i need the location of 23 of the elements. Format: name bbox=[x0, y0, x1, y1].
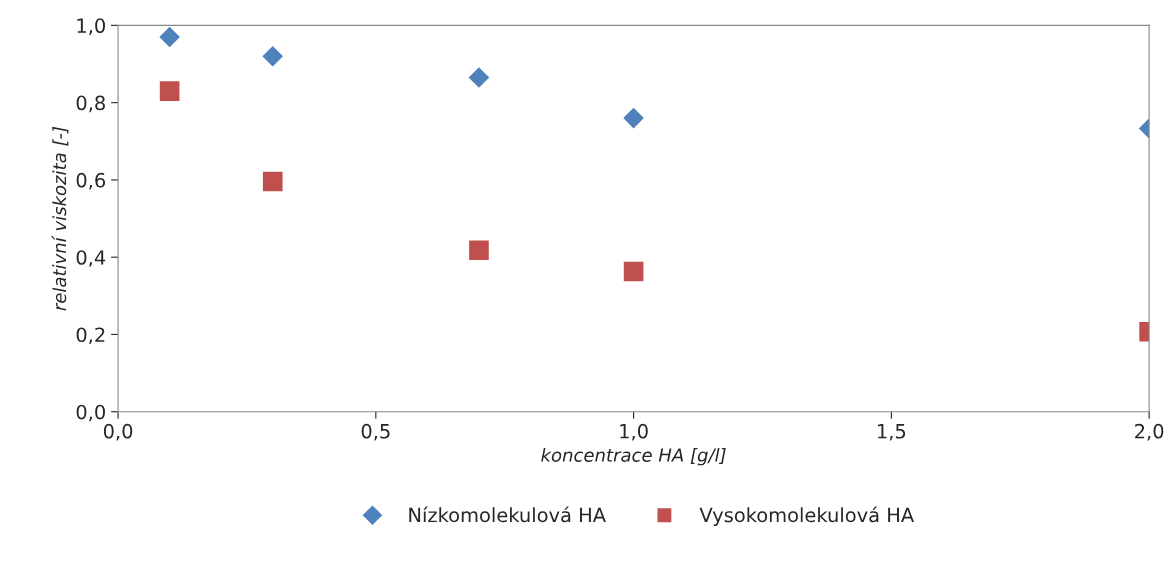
y-tick-label: 0,4 bbox=[76, 250, 106, 267]
point bbox=[262, 171, 283, 192]
point bbox=[159, 26, 180, 48]
y-tick-label: 0,6 bbox=[76, 172, 106, 190]
point bbox=[623, 107, 644, 129]
legend-label: Nízkomolekulová HA bbox=[409, 506, 606, 523]
y-tick-label: 1,0 bbox=[77, 18, 105, 36]
y-tick-label: 0,8 bbox=[76, 95, 105, 113]
point bbox=[469, 240, 489, 261]
x-tick-label: 1,0 bbox=[620, 423, 648, 441]
x-axis-title: koncentrace HA [g/l] bbox=[541, 447, 726, 466]
legend-label: Vysokomolekulová HA bbox=[699, 506, 915, 527]
y-tick-label: 0,2 bbox=[76, 327, 105, 345]
x-tick-label: 0,0 bbox=[103, 423, 133, 441]
point bbox=[159, 81, 180, 101]
y-tick-label: 0,0 bbox=[76, 404, 105, 422]
y-axis-title: relativní viskozita [-] bbox=[51, 126, 69, 311]
x-tick-label: 1,5 bbox=[878, 424, 906, 441]
x-tick-label: 0,5 bbox=[361, 423, 390, 441]
point bbox=[623, 261, 644, 282]
x-tick-label: 2,0 bbox=[1135, 423, 1164, 441]
point bbox=[262, 45, 284, 67]
point bbox=[468, 67, 490, 88]
